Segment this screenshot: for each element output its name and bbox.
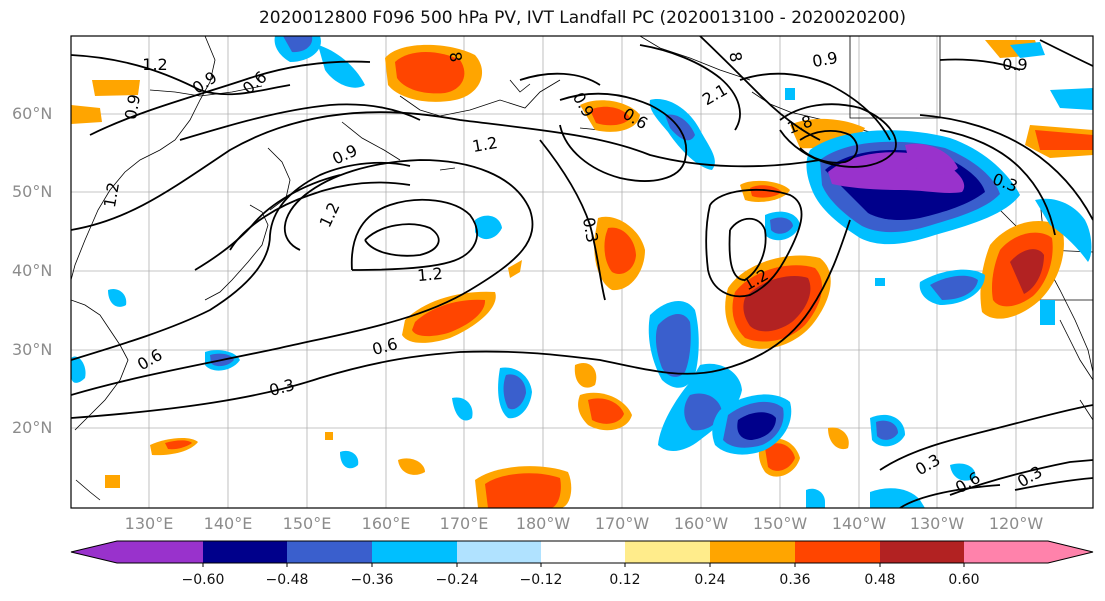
- lon-label: 160°W: [673, 514, 729, 533]
- colorbar-tick-label: −0.24: [435, 572, 479, 588]
- colorbar-tick-label: −0.48: [265, 572, 309, 588]
- colorbar-tick-label: 0.60: [948, 572, 980, 588]
- colorbar-tick-label: 0.24: [694, 572, 726, 588]
- lon-label: 150°W: [752, 514, 808, 533]
- map-title: 2020012800 F096 500 hPa PV, IVT Landfall…: [258, 8, 906, 28]
- contour-label: 1.2: [471, 133, 499, 156]
- lon-label: 130°W: [909, 514, 965, 533]
- contour-label: 1.2: [316, 199, 344, 230]
- lat-label: 50°N: [12, 182, 53, 201]
- contour-label: 0.3: [912, 450, 944, 479]
- contour-label: 0.9: [1002, 55, 1027, 74]
- contour-label: 1.2: [142, 55, 167, 74]
- contour-label: 8: [725, 50, 745, 63]
- colorbar-segment: [203, 541, 287, 563]
- contour-label: 0.6: [134, 345, 166, 374]
- colorbar-tick-label: −0.12: [519, 572, 563, 588]
- contour-label: 0.9: [811, 48, 839, 71]
- lat-label: 30°N: [12, 340, 53, 359]
- contour-label: 8: [445, 50, 465, 63]
- contour-label: 1.2: [416, 264, 443, 285]
- lat-label: 60°N: [12, 104, 53, 123]
- colorbar: [70, 540, 1094, 567]
- colorbar-tick-label: 0.12: [609, 572, 641, 588]
- colorbar-segment: [964, 541, 1093, 563]
- map-frame: [70, 35, 1094, 509]
- contour-label: 0.3: [1014, 462, 1046, 491]
- colorbar-segment: [795, 541, 880, 563]
- map-panel: 1.20.9 0.60.91.20.91.21.21.20.60.60.30.30…: [71, 36, 1093, 508]
- contour-label: 0.6: [370, 334, 400, 359]
- lon-label: 170°W: [594, 514, 650, 533]
- lon-label: 120°W: [988, 514, 1044, 533]
- lon-label: 140°E: [203, 514, 253, 533]
- lon-label: 150°E: [282, 514, 332, 533]
- contour-label: 1.2: [100, 181, 123, 209]
- ivt-contours: [71, 36, 1093, 508]
- pv-shading: [71, 36, 1093, 508]
- colorbar-tick-label: −0.36: [350, 572, 394, 588]
- colorbar-segment: [880, 541, 964, 563]
- lon-label: 160°E: [361, 514, 411, 533]
- contour-label: 0.3: [579, 216, 602, 244]
- colorbar-segment: [625, 541, 710, 563]
- lat-label: 20°N: [12, 418, 53, 437]
- lon-label: 140°W: [831, 514, 887, 533]
- colorbar-segment: [372, 541, 457, 563]
- lon-label: 130°E: [124, 514, 174, 533]
- contour-label: 0.9: [121, 93, 144, 121]
- colorbar-segment: [287, 541, 372, 563]
- colorbar-tick-label: 0.36: [779, 572, 811, 588]
- contour-label: 0.3: [267, 375, 297, 400]
- colorbar-tick-label: −0.60: [181, 572, 225, 588]
- lat-label: 40°N: [12, 261, 53, 280]
- colorbar-segment: [71, 541, 203, 563]
- lon-label: 180°W: [515, 514, 571, 533]
- colorbar-tick-label: 0.48: [864, 572, 896, 588]
- colorbar-segment: [710, 541, 795, 563]
- lon-label: 170°E: [439, 514, 489, 533]
- colorbar-segment: [457, 541, 541, 563]
- colorbar-segment: [541, 541, 625, 563]
- gridlines: [71, 36, 1093, 508]
